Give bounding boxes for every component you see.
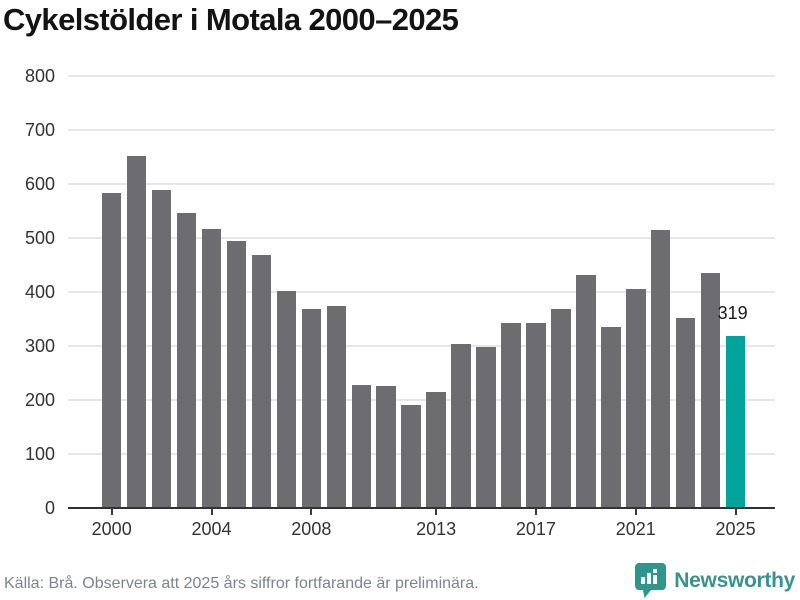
bar-2013 [426,392,446,508]
x-tick-2008 [310,508,313,515]
gridline-200 [68,399,775,401]
page-title: Cykelstölder i Motala 2000–2025 [3,2,459,37]
y-axis-label-500: 500 [24,228,55,248]
newsworthy-icon [635,563,667,598]
bar-2006 [251,255,272,508]
newsworthy-logo[interactable]: Newsworthy [634,562,795,599]
bar-2003 [176,213,197,508]
bar-2021 [626,288,646,508]
bar-2005 [226,241,247,508]
bar-chart-plot-area: 2000 2004 2008 2013 2017 2021 2025 319 [68,75,775,539]
bar-2014 [451,344,471,508]
bar-2002 [151,190,172,508]
bar-2000 [101,193,122,508]
bar-2010 [351,384,371,508]
gridline-600 [68,183,775,185]
bar-2025 [725,335,746,508]
y-axis-label-400: 400 [24,282,55,302]
source-note: Källa: Brå. Observera att 2025 års siffr… [4,575,479,592]
y-axis-label-700: 700 [24,120,55,140]
gridline-500 [68,237,775,239]
brand-name: Newsworthy [674,568,795,592]
bar-2015 [476,346,496,508]
bar-2008 [301,308,322,508]
bar-2017 [526,322,546,508]
x-axis-label-2017: 2017 [515,519,556,539]
bar-2012 [401,404,421,508]
bar-2009 [326,306,347,508]
gridline-800 [68,75,775,77]
y-axis-label-300: 300 [24,336,55,356]
y-axis-label-800: 800 [24,66,55,86]
bar-2024 [700,272,721,508]
bar-2020 [601,327,621,508]
y-axis-label-200: 200 [24,390,55,410]
x-axis-label-2000: 2000 [91,519,132,539]
bar-2022 [650,229,671,508]
gridline-700 [68,129,775,131]
x-tick-2013 [435,508,438,515]
bar-2019 [576,275,596,508]
x-axis-label-2004: 2004 [191,519,232,539]
x-tick-2004 [210,508,213,515]
x-tick-2017 [534,508,537,515]
x-tick-2021 [634,508,637,515]
bar-2001 [126,155,147,508]
x-axis-label-2021: 2021 [615,519,656,539]
x-tick-2000 [110,508,113,515]
bar-2023 [675,318,696,508]
bar-2011 [376,385,396,508]
gridline-100 [68,453,775,455]
y-axis-label-0: 0 [44,498,55,518]
x-axis-label-2008: 2008 [291,519,332,539]
y-axis-label-100: 100 [24,444,55,464]
x-axis-line [68,507,775,509]
bar-2004 [201,229,222,508]
x-axis-label-2013: 2013 [416,519,457,539]
bar-2018 [551,309,571,508]
gridline-300 [68,345,775,347]
x-tick-2025 [734,508,737,515]
gridline-400 [68,291,775,293]
bar-2007 [276,290,297,508]
highlight-value-label: 319 [717,302,748,323]
y-axis-label-600: 600 [24,174,55,194]
bar-2016 [501,323,521,508]
x-axis-label-2025: 2025 [715,519,756,539]
